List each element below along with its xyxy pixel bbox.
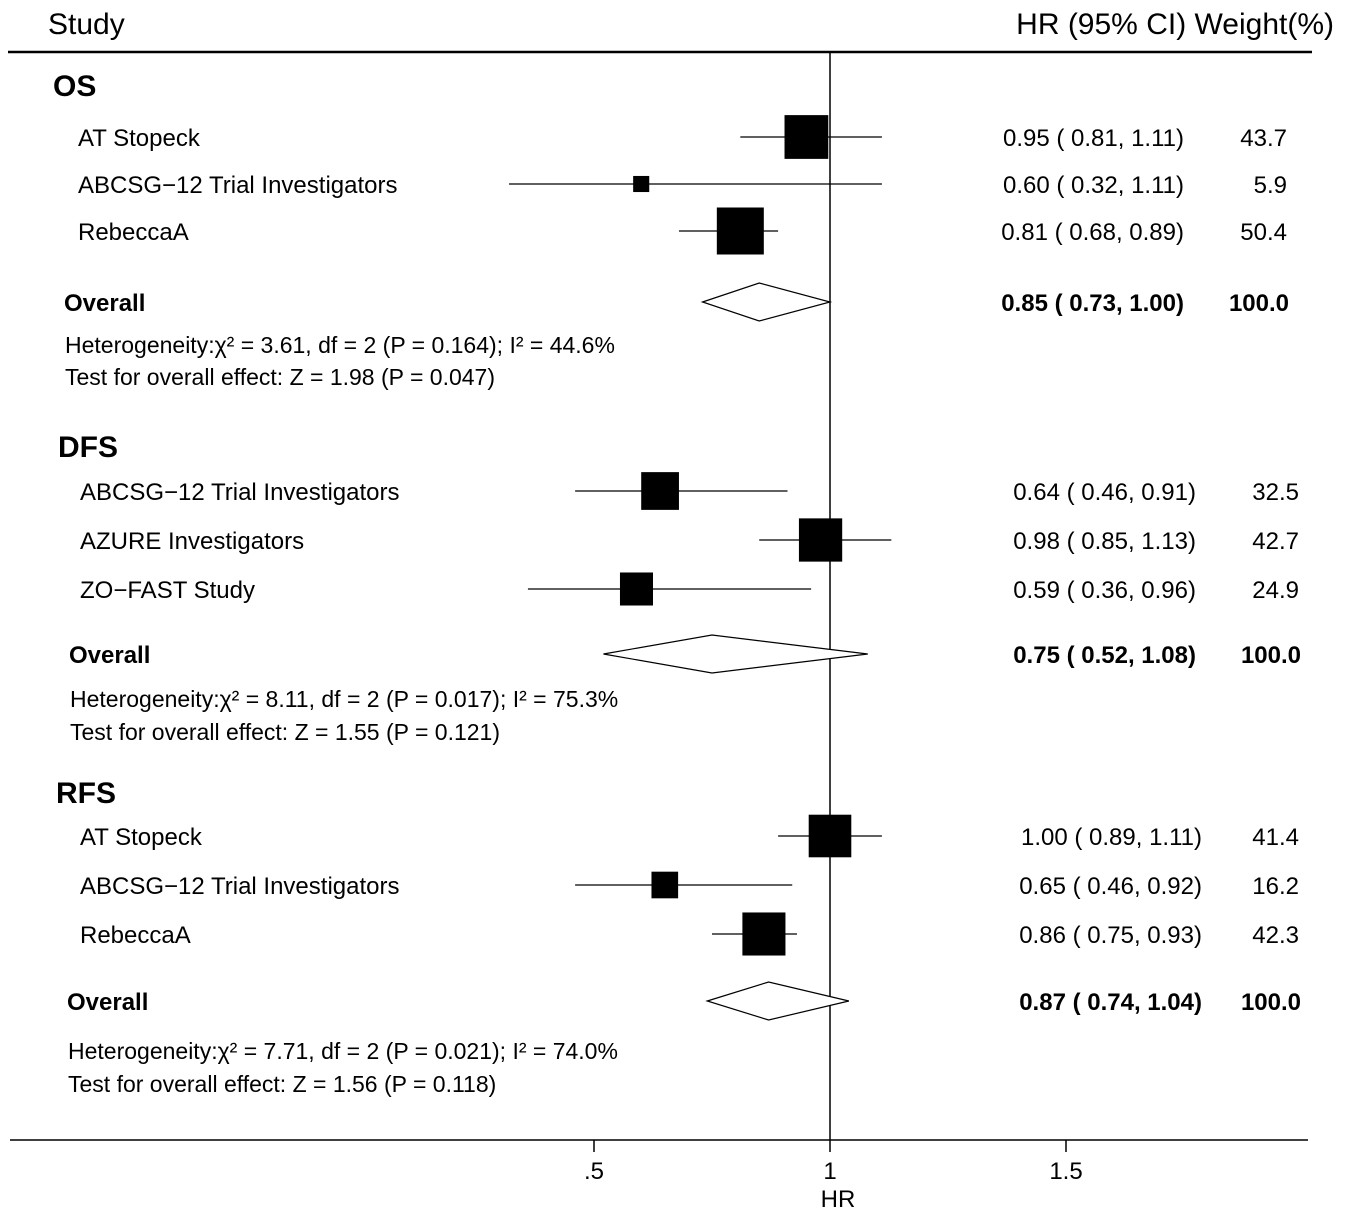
overall-diamond <box>700 282 833 322</box>
group-label: OS <box>53 70 96 103</box>
heterogeneity-text: Heterogeneity:χ² = 8.11, df = 2 (P = 0.0… <box>70 686 618 712</box>
study-name: RebeccaA <box>78 219 189 246</box>
overall-weight-value: 100.0 <box>1241 642 1301 669</box>
point-estimate-box <box>798 518 843 562</box>
x-tick-label: 1 <box>823 1158 836 1185</box>
study-row: ABCSG−12 Trial Investigators 0.65 ( 0.46,… <box>80 871 1299 900</box>
point-estimate-box <box>784 115 829 159</box>
study-row: ABCSG−12 Trial Investigators 0.60 ( 0.32,… <box>78 172 1287 199</box>
weight-value: 41.4 <box>1252 824 1299 851</box>
header-study: Study <box>48 8 125 41</box>
overall-effect-text: Test for overall effect: Z = 1.55 (P = 0… <box>70 719 500 745</box>
overall-diamond <box>603 634 868 674</box>
weight-value: 43.7 <box>1240 125 1287 152</box>
overall-label: Overall <box>64 290 145 317</box>
overall-diamond <box>705 981 850 1021</box>
study-name: AT Stopeck <box>78 125 201 152</box>
weight-value: 42.7 <box>1252 528 1299 555</box>
point-estimate-box <box>641 472 679 510</box>
overall-row: Overall 0.75 ( 0.52, 1.08) 100.0 <box>69 634 1301 674</box>
study-row: AT Stopeck 0.95 ( 0.81, 1.11) 43.7 <box>78 115 1287 159</box>
group-os: OS AT Stopeck 0.95 ( 0.81, 1.11) 43.7 ABCSG−… <box>53 70 1289 390</box>
hr-ci-value: 0.95 ( 0.81, 1.11) <box>1003 125 1184 152</box>
study-row: AZURE Investigators 0.98 ( 0.85, 1.13) 42.… <box>80 518 1299 562</box>
plot-rows: OS AT Stopeck 0.95 ( 0.81, 1.11) 43.7 ABCSG−… <box>53 70 1301 1097</box>
study-name: ABCSG−12 Trial Investigators <box>80 873 399 900</box>
point-estimate-box <box>633 175 650 193</box>
group-rfs: RFS AT Stopeck 1.00 ( 0.89, 1.11) 41.4 ABCSG… <box>56 777 1301 1097</box>
overall-effect-text: Test for overall effect: Z = 1.56 (P = 0… <box>68 1071 496 1097</box>
study-row: RebeccaA 0.81 ( 0.68, 0.89) 50.4 <box>78 207 1287 255</box>
overall-hr-ci-value: 0.87 ( 0.74, 1.04) <box>1019 989 1202 1016</box>
point-estimate-box <box>808 814 852 858</box>
weight-value: 50.4 <box>1240 219 1287 246</box>
hr-ci-value: 0.98 ( 0.85, 1.13) <box>1013 528 1196 555</box>
hr-ci-value: 0.65 ( 0.46, 0.92) <box>1019 873 1202 900</box>
group-label: DFS <box>58 431 118 464</box>
x-tick-label: .5 <box>584 1158 604 1185</box>
study-row: ZO−FAST Study 0.59 ( 0.36, 0.96) 24.9 <box>80 572 1299 606</box>
overall-hr-ci-value: 0.75 ( 0.52, 1.08) <box>1013 642 1196 669</box>
study-name: AZURE Investigators <box>80 528 304 555</box>
study-name: ABCSG−12 Trial Investigators <box>80 479 399 506</box>
hr-ci-value: 0.64 ( 0.46, 0.91) <box>1013 479 1196 506</box>
overall-hr-ci-value: 0.85 ( 0.73, 1.00) <box>1001 290 1184 317</box>
weight-value: 5.9 <box>1254 172 1287 199</box>
point-estimate-box <box>619 572 653 606</box>
overall-row: Overall 0.85 ( 0.73, 1.00) 100.0 <box>64 282 1289 322</box>
overall-effect-text: Test for overall effect: Z = 1.98 (P = 0… <box>65 364 495 390</box>
point-estimate-box <box>651 871 679 899</box>
study-row: AT Stopeck 1.00 ( 0.89, 1.11) 41.4 <box>80 814 1299 858</box>
study-name: RebeccaA <box>80 922 191 949</box>
study-row: ABCSG−12 Trial Investigators 0.64 ( 0.46,… <box>80 472 1299 510</box>
group-dfs: DFS ABCSG−12 Trial Investigators 0.64 ( 0.… <box>58 431 1301 745</box>
hr-ci-value: 0.60 ( 0.32, 1.11) <box>1003 172 1184 199</box>
overall-row: Overall 0.87 ( 0.74, 1.04) 100.0 <box>67 981 1301 1021</box>
study-name: AT Stopeck <box>80 824 203 851</box>
x-axis-label: HR <box>821 1186 856 1210</box>
heterogeneity-text: Heterogeneity:χ² = 7.71, df = 2 (P = 0.0… <box>68 1038 618 1064</box>
study-name: ABCSG−12 Trial Investigators <box>78 172 397 199</box>
hr-ci-value: 0.59 ( 0.36, 0.96) <box>1013 577 1196 604</box>
overall-label: Overall <box>69 642 150 669</box>
point-estimate-box <box>742 912 786 956</box>
hr-ci-value: 0.81 ( 0.68, 0.89) <box>1001 219 1184 246</box>
x-tick-label: 1.5 <box>1049 1158 1082 1185</box>
overall-weight-value: 100.0 <box>1229 290 1289 317</box>
header-hr-ci-weight: HR (95% CI) Weight(%) <box>1016 8 1334 41</box>
overall-label: Overall <box>67 989 148 1016</box>
heterogeneity-text: Heterogeneity:χ² = 3.61, df = 2 (P = 0.1… <box>65 332 615 358</box>
weight-value: 24.9 <box>1252 577 1299 604</box>
x-axis-ticks: .5 1 1.5 <box>584 1140 1083 1185</box>
overall-weight-value: 100.0 <box>1241 989 1301 1016</box>
hr-ci-value: 0.86 ( 0.75, 0.93) <box>1019 922 1202 949</box>
study-name: ZO−FAST Study <box>80 577 255 604</box>
weight-value: 42.3 <box>1252 922 1299 949</box>
weight-value: 16.2 <box>1252 873 1299 900</box>
point-estimate-box <box>716 207 764 255</box>
weight-value: 32.5 <box>1252 479 1299 506</box>
study-row: RebeccaA 0.86 ( 0.75, 0.93) 42.3 <box>80 912 1299 956</box>
group-label: RFS <box>56 777 116 810</box>
hr-ci-value: 1.00 ( 0.89, 1.11) <box>1021 824 1202 851</box>
